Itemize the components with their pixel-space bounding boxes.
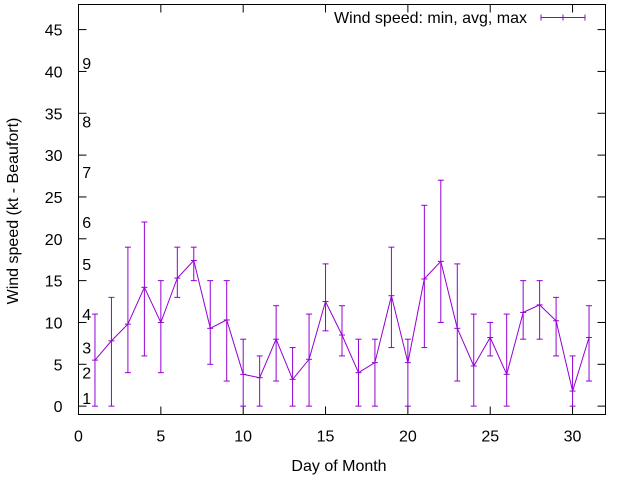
error-bar [190, 246, 197, 282]
error-bar [503, 313, 510, 407]
beaufort-label: 2 [82, 366, 91, 383]
x-tick-label: 25 [481, 429, 499, 446]
x-tick-label: 10 [234, 429, 252, 446]
plot-frame [78, 4, 606, 415]
error-bar [371, 338, 378, 407]
x-axis-label: Day of Month [291, 458, 386, 475]
y-tick-label: 30 [45, 148, 63, 165]
beaufort-label: 1 [82, 391, 91, 408]
error-bar [207, 280, 214, 365]
error-bar [174, 246, 181, 298]
beaufort-label: 8 [82, 115, 91, 132]
error-bar [553, 296, 560, 357]
error-bar [454, 263, 461, 382]
legend: Wind speed: min, avg, max [334, 10, 586, 27]
x-tick-label: 15 [317, 429, 335, 446]
y-tick-label: 5 [54, 357, 63, 374]
error-bar [256, 355, 263, 407]
beaufort-label: 6 [82, 215, 91, 232]
beaufort-label: 7 [82, 165, 91, 182]
error-bar [470, 313, 477, 407]
error-bar [487, 321, 494, 357]
y-tick-label: 45 [45, 23, 63, 40]
y-tick-label: 0 [54, 399, 63, 416]
error-bar [240, 338, 247, 407]
error-bar [157, 280, 164, 374]
y-tick-label: 40 [45, 64, 63, 81]
x-tick-label: 5 [156, 429, 165, 446]
error-bar [404, 338, 411, 407]
error-bar [421, 204, 428, 349]
error-bar [355, 338, 362, 407]
error-bar [306, 313, 313, 407]
y-tick-label: 20 [45, 232, 63, 249]
error-bar [569, 355, 576, 407]
error-bar [108, 296, 115, 407]
y-axis-label: Wind speed (kt - Beaufort) [5, 118, 22, 305]
error-bar [91, 313, 98, 407]
error-bar [339, 305, 345, 357]
error-bar [322, 263, 329, 332]
error-bar [437, 179, 444, 323]
chart-marks [91, 179, 593, 407]
x-tick-label: 20 [399, 429, 417, 446]
x-tick-label: 0 [74, 429, 83, 446]
error-bar [520, 280, 527, 340]
error-bar [141, 221, 148, 357]
beaufort-label: 9 [82, 56, 91, 73]
error-bar [289, 347, 296, 407]
error-bar [124, 246, 131, 374]
error-bar [223, 280, 230, 382]
x-tick-label: 30 [564, 429, 582, 446]
error-bar [388, 246, 395, 349]
beaufort-label: 4 [82, 307, 91, 324]
beaufort-label: 5 [82, 257, 91, 274]
beaufort-label: 3 [82, 341, 91, 358]
error-bar [536, 280, 543, 340]
error-bar [273, 305, 280, 382]
y-tick-label: 10 [45, 315, 63, 332]
legend-label: Wind speed: min, avg, max [334, 10, 527, 27]
y-tick-label: 35 [45, 106, 63, 123]
y-tick-label: 25 [45, 190, 63, 207]
error-bar [586, 305, 593, 382]
y-tick-label: 15 [45, 274, 63, 291]
